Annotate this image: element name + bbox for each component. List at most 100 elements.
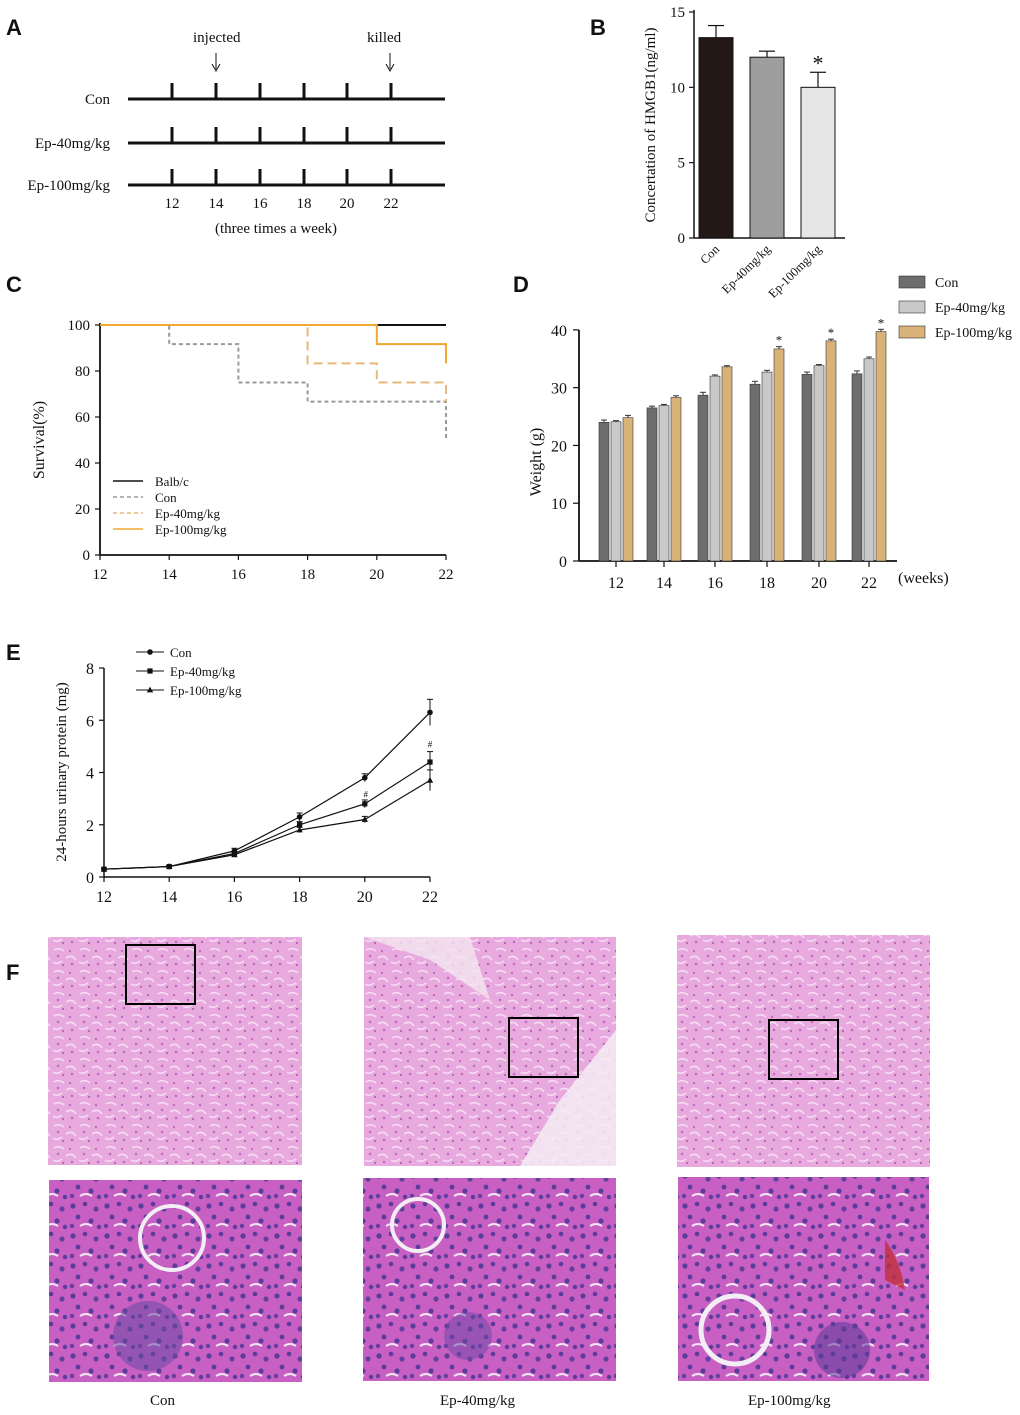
bar xyxy=(709,375,721,562)
legend-label: Ep-100mg/kg xyxy=(170,683,242,698)
bar xyxy=(721,366,733,562)
bar xyxy=(622,417,634,562)
bar xyxy=(670,397,682,562)
panel-letter-f: F xyxy=(6,960,19,985)
bar xyxy=(598,422,610,562)
y-tick-label: 4 xyxy=(86,766,94,783)
x-tick-label: 14 xyxy=(656,575,672,592)
legend-label: Balb/c xyxy=(155,474,189,489)
x-tick-label: 12 xyxy=(96,889,112,906)
y-tick-label: 40 xyxy=(75,456,90,472)
glomerulus-ep100-2 xyxy=(814,1322,870,1378)
bar xyxy=(813,365,825,562)
y-tick-label: 30 xyxy=(551,381,567,398)
x-tick-label: 18 xyxy=(759,575,775,592)
series-line xyxy=(103,711,431,870)
y-tick-label: 5 xyxy=(678,156,686,172)
legend-label: Ep-100mg/kg xyxy=(155,522,227,537)
glomerulus-con-2 xyxy=(113,1301,183,1371)
zoom-box-ep40 xyxy=(508,1017,579,1078)
x-axis-label: (weeks) xyxy=(898,570,949,587)
urinary-protein-chart: 0 2 4 6 8 12 14 16 18 20 22 24-hours urinary protei… xyxy=(54,645,438,906)
timeline-week-label: 14 xyxy=(209,196,225,212)
y-tick-label: 2 xyxy=(86,818,94,835)
timeline-week-label: 12 xyxy=(165,196,180,212)
weight-bar-chart: 0 10 20 30 40 Weight (g) 12 14 16 18 * 20 * 22 * (weeks… xyxy=(528,275,1012,592)
y-tick-label: 0 xyxy=(83,548,91,564)
timeline-week-label: 18 xyxy=(297,196,312,212)
bar xyxy=(801,374,813,562)
panel-letter-b: B xyxy=(590,15,606,40)
data-point xyxy=(231,851,238,858)
x-tick-label: 16 xyxy=(707,575,723,592)
zoom-box-con xyxy=(125,944,196,1005)
histology-caption-ep40: Ep-40mg/kg xyxy=(440,1393,515,1409)
legend-swatch xyxy=(898,275,926,289)
panel-letter-a: A xyxy=(6,15,22,40)
x-tick-label: 18 xyxy=(292,889,308,906)
data-point xyxy=(147,649,153,655)
bar xyxy=(697,394,709,562)
data-point xyxy=(427,709,433,716)
legend-label: Ep-40mg/kg xyxy=(170,664,235,679)
panel-letter-e: E xyxy=(6,640,21,665)
bar xyxy=(761,371,773,562)
legend-label: Ep-40mg/kg xyxy=(935,301,1005,316)
timeline-row-label: Ep-100mg/kg xyxy=(28,178,111,194)
x-tick-label: 20 xyxy=(357,889,373,906)
glomerulus-ep100-1 xyxy=(698,1293,772,1367)
significance-mark: * xyxy=(813,50,824,75)
survival-line xyxy=(100,324,447,402)
histology-caption-con: Con xyxy=(150,1393,176,1409)
bar xyxy=(749,56,785,239)
histology-ep100-blood xyxy=(885,1240,905,1290)
legend-swatch xyxy=(898,325,926,339)
histology-ep40-vessel xyxy=(364,937,490,1000)
killed-label: killed xyxy=(367,30,402,46)
y-axis-label: Concertation of HMGB1(ng/ml) xyxy=(643,28,659,223)
zoom-box-ep100 xyxy=(768,1019,839,1080)
data-point xyxy=(146,686,154,693)
bar xyxy=(851,373,863,562)
bar xyxy=(875,331,887,562)
bar xyxy=(698,37,734,239)
x-tick-label: 14 xyxy=(161,889,177,906)
bar xyxy=(773,348,785,562)
y-tick-label: 6 xyxy=(86,713,94,730)
y-tick-label: 20 xyxy=(75,502,90,518)
data-point xyxy=(296,826,303,833)
survival-chart: 0 20 40 60 80 100 12 14 16 18 20 22 Survival(%) Balb/… xyxy=(31,318,454,583)
legend-label: Con xyxy=(170,645,192,660)
y-tick-label: 0 xyxy=(678,231,686,247)
injected-arrow xyxy=(211,53,221,73)
histology-con-low xyxy=(48,937,302,1165)
histology-caption-ep100: Ep-100mg/kg xyxy=(748,1393,831,1409)
x-tick-label: 14 xyxy=(162,567,178,583)
data-point xyxy=(362,801,368,807)
y-tick-label: 8 xyxy=(86,661,94,678)
legend-label: Con xyxy=(935,276,958,291)
killed-arrow xyxy=(385,53,395,73)
y-axis-label: Survival(%) xyxy=(31,401,48,479)
x-tick-label: 12 xyxy=(608,575,624,592)
x-tick-label: 22 xyxy=(422,889,438,906)
x-tick-label: 16 xyxy=(226,889,242,906)
data-point xyxy=(166,863,173,869)
bar xyxy=(863,358,875,562)
x-tick-label: 18 xyxy=(300,567,315,583)
legend-label: Ep-40mg/kg xyxy=(155,506,220,521)
timeline-week-label: 22 xyxy=(384,196,399,212)
timeline-caption: (three times a week) xyxy=(215,221,337,237)
data-point xyxy=(297,822,303,828)
y-tick-label: 100 xyxy=(68,318,91,334)
y-axis-label: 24-hours urinary protein (mg) xyxy=(54,682,70,862)
significance-mark: * xyxy=(776,333,783,348)
bar xyxy=(825,340,837,562)
bar xyxy=(610,421,622,562)
bar xyxy=(749,383,761,562)
y-tick-label: 10 xyxy=(670,80,685,96)
glomerulus-con-1 xyxy=(138,1204,206,1272)
x-tick-label: 22 xyxy=(861,575,877,592)
